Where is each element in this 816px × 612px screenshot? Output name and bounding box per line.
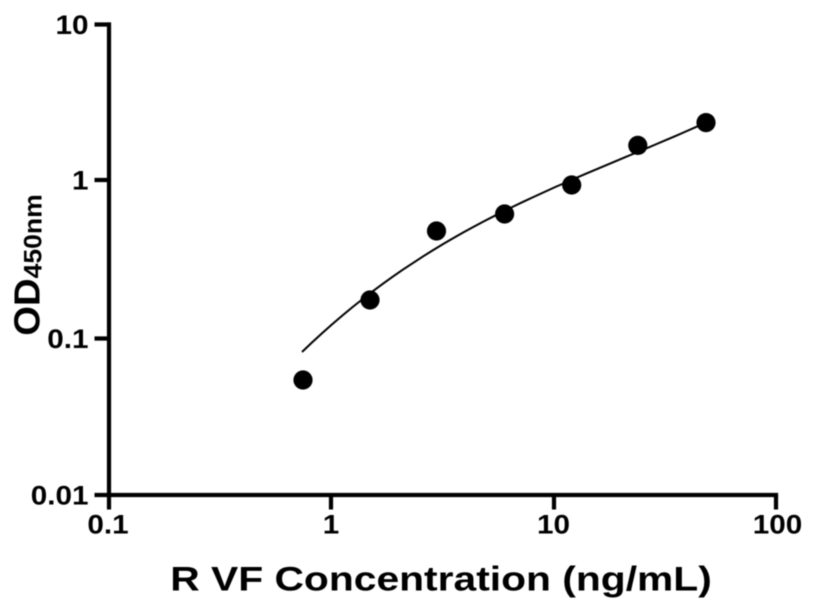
svg-text:1: 1 (72, 166, 89, 195)
svg-text:10: 10 (55, 10, 88, 39)
svg-text:0.01: 0.01 (31, 481, 89, 510)
svg-text:0.1: 0.1 (47, 324, 88, 353)
svg-text:0.1: 0.1 (87, 510, 128, 539)
svg-text:100: 100 (753, 510, 803, 539)
svg-text:R VF Concentration (ng/mL): R VF Concentration (ng/mL) (170, 560, 712, 598)
svg-text:1: 1 (323, 510, 340, 539)
svg-text:OD450nm: OD450nm (6, 194, 47, 335)
svg-text:10: 10 (537, 510, 570, 539)
